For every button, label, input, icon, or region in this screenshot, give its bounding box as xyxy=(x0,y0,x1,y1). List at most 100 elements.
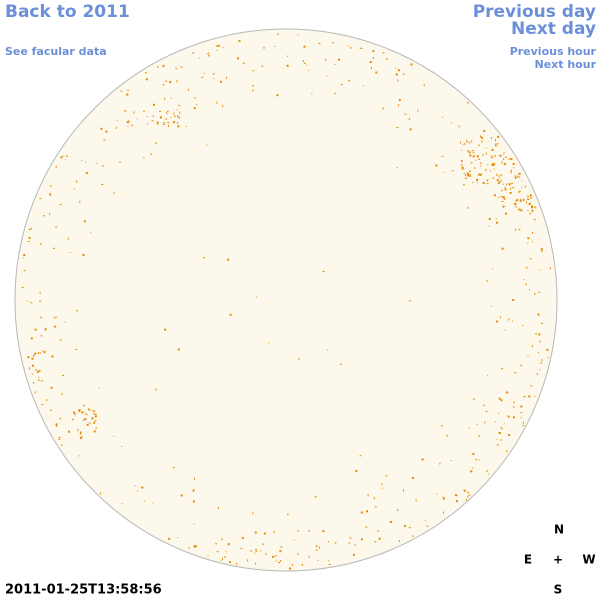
facula xyxy=(462,144,464,146)
facula xyxy=(472,181,474,183)
facula xyxy=(402,73,405,75)
facula xyxy=(528,203,531,205)
facula xyxy=(482,153,484,156)
facula xyxy=(495,218,497,220)
facula xyxy=(491,164,494,166)
facula xyxy=(58,436,61,438)
facula xyxy=(78,409,81,412)
facular-link[interactable]: See facular data xyxy=(5,45,107,58)
facula xyxy=(39,352,42,354)
facula xyxy=(365,526,368,528)
facula xyxy=(415,499,417,502)
facula xyxy=(254,531,257,534)
facula xyxy=(408,117,410,120)
facula xyxy=(40,243,42,246)
next-hour-link[interactable]: Next hour xyxy=(535,58,597,71)
facula xyxy=(50,409,52,411)
facula xyxy=(76,180,78,183)
facula xyxy=(519,198,521,201)
facula xyxy=(203,72,205,74)
facula xyxy=(252,85,255,87)
facula xyxy=(261,65,264,67)
facula xyxy=(446,434,448,437)
facula xyxy=(501,189,503,192)
facula xyxy=(474,167,476,170)
facula xyxy=(120,90,123,92)
facula xyxy=(504,186,506,188)
facula xyxy=(500,196,503,198)
facula xyxy=(487,164,489,166)
facula xyxy=(38,369,40,372)
facula xyxy=(488,217,491,220)
facula xyxy=(318,546,320,549)
facula xyxy=(426,525,429,527)
previous-day-link[interactable]: Previous day xyxy=(473,2,596,22)
facula xyxy=(51,355,54,358)
facula xyxy=(464,174,466,176)
facula xyxy=(486,280,489,282)
facula xyxy=(461,160,462,163)
back-link[interactable]: Back to 2011 xyxy=(5,2,130,22)
facula xyxy=(36,369,38,371)
facula xyxy=(495,139,496,142)
facula xyxy=(518,176,521,178)
facula xyxy=(480,165,481,167)
facula xyxy=(84,161,86,163)
facula xyxy=(308,555,310,558)
facula xyxy=(83,220,86,223)
facula xyxy=(503,205,506,207)
facula xyxy=(113,435,115,437)
facula xyxy=(490,155,493,157)
facula xyxy=(472,155,475,158)
facula xyxy=(528,395,531,398)
facula xyxy=(476,155,479,158)
facula xyxy=(153,103,155,106)
facula xyxy=(252,89,254,92)
facula xyxy=(524,185,526,188)
facula xyxy=(152,115,154,118)
next-day-link[interactable]: Next day xyxy=(511,19,596,39)
facula xyxy=(381,483,383,486)
facula xyxy=(72,418,74,420)
facula xyxy=(60,444,63,446)
facula xyxy=(503,152,505,154)
facula xyxy=(80,436,82,439)
facula xyxy=(412,535,414,538)
facula xyxy=(471,150,474,152)
facula xyxy=(466,150,469,152)
facula xyxy=(126,93,129,96)
facula xyxy=(350,47,352,49)
facula xyxy=(298,357,300,360)
facula xyxy=(23,270,26,271)
facula xyxy=(518,229,521,231)
facula xyxy=(105,130,108,133)
facula xyxy=(63,155,65,157)
facula xyxy=(527,242,529,244)
facula xyxy=(162,84,165,86)
facula xyxy=(515,200,517,202)
facula xyxy=(505,212,507,215)
facula xyxy=(44,328,47,331)
facula xyxy=(250,550,253,552)
compass-west: W xyxy=(582,553,595,567)
facula xyxy=(464,178,466,179)
facula xyxy=(456,500,458,503)
facula xyxy=(58,438,61,440)
facula xyxy=(236,562,238,565)
facula xyxy=(478,144,480,147)
facula xyxy=(178,104,181,106)
facula xyxy=(386,58,388,60)
compass-north: N xyxy=(554,523,564,537)
facula xyxy=(396,166,398,168)
facula xyxy=(360,511,363,514)
facula xyxy=(502,183,504,185)
facula xyxy=(534,292,536,295)
facula xyxy=(188,547,190,549)
facula xyxy=(194,97,196,99)
facula xyxy=(314,496,317,498)
facula xyxy=(92,410,94,412)
facula xyxy=(363,85,364,87)
facula xyxy=(162,64,165,67)
facula xyxy=(478,435,480,437)
previous-hour-link[interactable]: Previous hour xyxy=(510,45,597,58)
